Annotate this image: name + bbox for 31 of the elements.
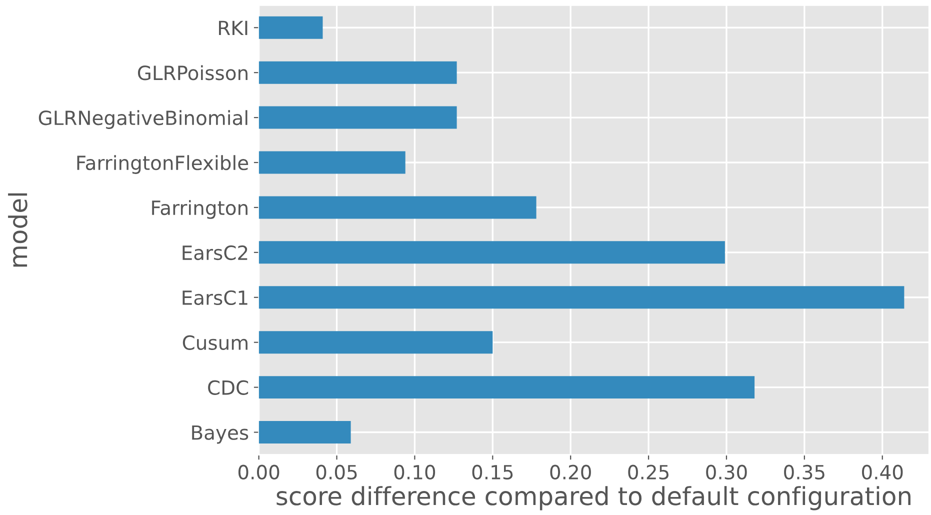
bar — [258, 421, 351, 444]
y-tick-label: Cusum — [182, 335, 248, 350]
bar — [258, 376, 755, 399]
x-tick-label: 0.30 — [706, 464, 747, 480]
y-tick-label: RKI — [219, 20, 248, 36]
y-tick-label: GLRNegativeBinomial — [38, 110, 248, 129]
bar — [258, 106, 457, 129]
x-axis-title: score difference compared to default configuration — [276, 486, 910, 510]
bar — [258, 151, 406, 174]
x-tick-label: 0.35 — [784, 464, 824, 480]
y-tick-label: FarringtonFlexible — [77, 155, 248, 174]
x-tick-label: 0.15 — [472, 464, 513, 480]
x-tick-label: 0.25 — [628, 464, 668, 480]
y-tick-label: EarsC2 — [182, 245, 248, 260]
bar — [258, 196, 536, 219]
y-tick-label: Farrington — [152, 200, 248, 219]
y-tick-label: CDC — [208, 380, 248, 395]
y-tick-label: Bayes — [192, 425, 248, 444]
x-tick-label: 0.05 — [316, 464, 357, 480]
y-tick-label: EarsC1 — [182, 290, 248, 306]
bar — [258, 241, 725, 264]
bar — [258, 61, 457, 84]
x-tick-label: 0.20 — [550, 464, 591, 480]
x-tick-label: 0.40 — [862, 464, 903, 480]
bar — [258, 286, 904, 309]
y-tick-label: GLRPoisson — [138, 65, 248, 80]
bar — [258, 331, 493, 354]
x-tick-label: 0.00 — [238, 464, 280, 480]
y-axis-title: model — [8, 193, 28, 267]
bar — [258, 16, 323, 39]
x-tick-label: 0.10 — [394, 464, 436, 480]
